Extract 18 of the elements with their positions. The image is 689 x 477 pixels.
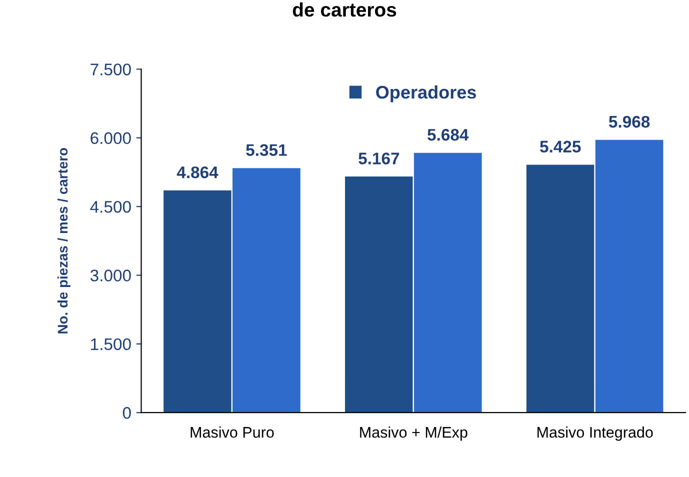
y-tick-label: 0	[122, 407, 131, 419]
x-tick-label: Masivo Puro	[190, 426, 274, 438]
y-tick-label: 4.500	[90, 200, 131, 213]
legend-label: Operadores	[376, 85, 476, 102]
data-label: 5.351	[246, 144, 287, 156]
y-tick-label: 7.500	[90, 64, 131, 76]
y-tick-label: 1.500	[91, 338, 131, 350]
data-label: 5.684	[428, 128, 469, 141]
data-label: 5.968	[608, 116, 650, 128]
y-tick-label: 6.000	[90, 132, 131, 144]
chart-title: de carteros	[292, 2, 396, 17]
data-label: 4.864	[176, 166, 218, 178]
data-label: 5.167	[358, 152, 400, 164]
x-tick-label: Masivo Integrado	[537, 426, 653, 441]
y-axis-title: No. de piezas / mes / cartero	[57, 148, 70, 334]
y-tick-label: 3.000	[90, 270, 131, 282]
x-tick-label: Masivo + M/Exp	[360, 426, 468, 441]
data-label: 5.425	[540, 140, 581, 153]
